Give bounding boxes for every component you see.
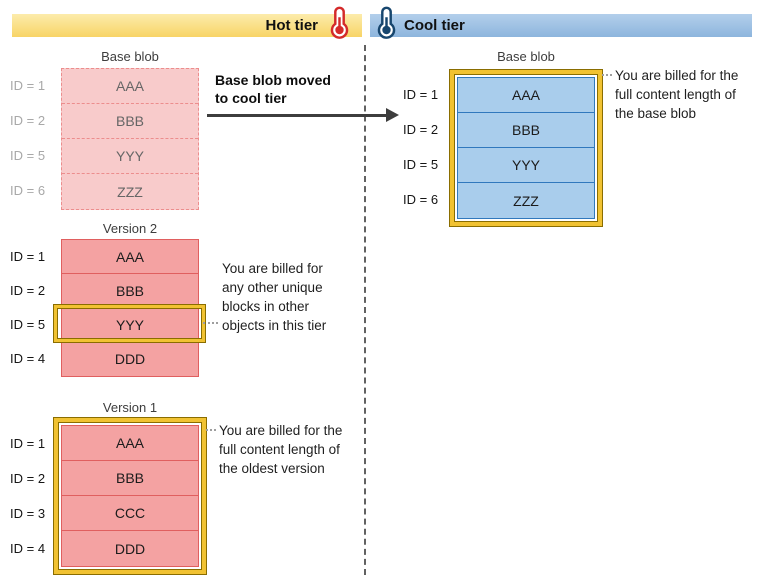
move-note-line2: to cool tier: [215, 90, 287, 106]
cool-thermometer-icon: [377, 6, 396, 39]
move-arrow-head: [386, 108, 399, 122]
hot-base-blob-id-column: ID = 1 ID = 2 ID = 5 ID = 6: [10, 68, 45, 208]
block-id: ID = 3: [10, 506, 46, 521]
move-to-cool-note: Base blob moved to cool tier: [215, 71, 331, 107]
block-cell: ZZZ: [513, 192, 539, 209]
block-id: ID = 5: [10, 316, 46, 332]
cool-tier-bar: Cool tier: [370, 14, 752, 37]
version2-id-column: ID = 1 ID = 2 ID = 5 ID = 4: [10, 239, 45, 375]
block-cell: AAA: [62, 69, 198, 104]
block-id: ID = 2: [10, 113, 46, 128]
block-cell: ZZZ: [117, 183, 143, 200]
block-id: ID = 1: [10, 436, 46, 451]
block-cell: AAA: [458, 78, 594, 113]
move-arrow-line: [207, 114, 387, 117]
block-cell: DDD: [114, 351, 146, 367]
block-id: ID = 1: [10, 248, 46, 264]
cool-base-blob-title: Base blob: [497, 49, 555, 64]
hot-tier-label: Hot tier: [265, 17, 319, 34]
block-cell: BBB: [62, 274, 198, 308]
hot-base-blob-title: Base blob: [101, 49, 159, 64]
block-cell: YYY: [458, 148, 594, 183]
cool-base-blob-table: AAA BBB YYY ZZZ: [457, 77, 595, 219]
version1-table: AAA BBB CCC DDD: [61, 425, 199, 567]
version2-billed-block-highlight: [53, 304, 206, 343]
cool-tier-label: Cool tier: [404, 17, 465, 34]
version2-title: Version 2: [102, 221, 158, 236]
tier-divider-line: [364, 45, 366, 575]
block-id: ID = 1: [10, 78, 46, 93]
block-cell: AAA: [62, 240, 198, 274]
block-cell: BBB: [62, 461, 198, 496]
cool-base-blob-id-column: ID = 1 ID = 2 ID = 5 ID = 6: [403, 77, 438, 217]
version2-table: AAA BBB YYY DDD: [61, 239, 199, 377]
block-id: ID = 2: [10, 471, 46, 486]
block-id: ID = 1: [403, 87, 439, 102]
block-id: ID = 6: [10, 183, 46, 198]
hot-thermometer-icon: [330, 6, 349, 39]
version1-billed-highlight-frame: AAA BBB CCC DDD: [53, 417, 207, 575]
version1-title: Version 1: [102, 400, 158, 415]
block-id: ID = 6: [403, 192, 439, 207]
move-note-line1: Base blob moved: [215, 72, 331, 88]
block-cell: AAA: [62, 426, 198, 461]
cool-billing-note: You are billed for the full content leng…: [615, 68, 739, 121]
block-cell: CCC: [62, 496, 198, 531]
cool-note-leader: [602, 74, 612, 76]
block-id: ID = 4: [10, 350, 46, 366]
hot-base-blob-table: AAA BBB YYY ZZZ: [61, 68, 199, 210]
block-id: ID = 5: [10, 148, 46, 163]
version1-id-column: ID = 1 ID = 2 ID = 3 ID = 4: [10, 426, 45, 566]
block-id: ID = 2: [10, 282, 46, 298]
cool-base-blob-highlight-frame: AAA BBB YYY ZZZ: [449, 69, 603, 227]
hot-tier-bar: Hot tier: [12, 14, 362, 37]
version1-billing-note: You are billed for the full content leng…: [219, 423, 343, 476]
block-id: ID = 2: [403, 122, 439, 137]
block-cell: YYY: [62, 139, 198, 174]
version1-note-leader: [206, 429, 216, 431]
version2-billing-note: You are billed for any other unique bloc…: [222, 261, 327, 333]
version2-note-leader: [203, 322, 218, 324]
block-cell: BBB: [458, 113, 594, 148]
block-id: ID = 4: [10, 541, 46, 556]
block-id: ID = 5: [403, 157, 439, 172]
block-cell: BBB: [62, 104, 198, 139]
block-cell: DDD: [114, 540, 146, 557]
